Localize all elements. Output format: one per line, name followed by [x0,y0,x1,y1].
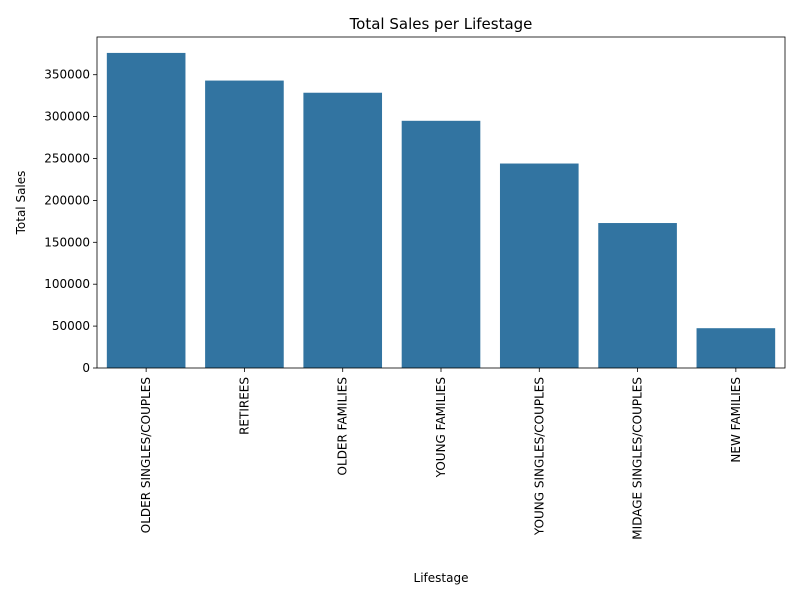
y-tick-label: 350000 [44,68,90,82]
bar-3 [401,120,481,368]
bar-0 [106,52,186,369]
x-tick-label: OLDER SINGLES/COUPLES [139,377,153,533]
y-tick-label: 100000 [44,277,90,291]
x-tick-label: RETIREES [237,377,251,435]
bar-5 [598,223,677,368]
x-tick-label: MIDAGE SINGLES/COUPLES [631,377,645,540]
y-tick-label: 150000 [44,235,90,249]
x-tick-label: NEW FAMILIES [729,377,743,463]
x-tick-label: YOUNG SINGLES/COUPLES [532,377,546,536]
y-axis-label: Total Sales [14,171,28,236]
bar-1 [205,80,284,368]
y-tick-label: 300000 [44,110,90,124]
y-tick-label: 200000 [44,193,90,207]
bar-2 [303,92,383,368]
bars-layer [106,52,776,369]
plot-frame [96,36,786,369]
x-axis-label: Lifestage [414,571,469,585]
y-tick-label: 50000 [52,319,90,333]
chart-title: Total Sales per Lifestage [349,15,533,33]
bar-4 [499,163,579,368]
bar-6 [696,328,776,368]
y-axis: 0 50000 100000 150000 200000 250000 300000 3500… [44,68,97,375]
x-tick-label: YOUNG FAMILIES [434,377,448,478]
x-axis: OLDER SINGLES/COUPLES RETIREES OLDER FAMIL… [139,368,743,540]
x-tick-label: OLDER FAMILIES [336,377,350,475]
y-tick-label: 250000 [44,152,90,166]
y-tick-label: 0 [82,361,90,375]
